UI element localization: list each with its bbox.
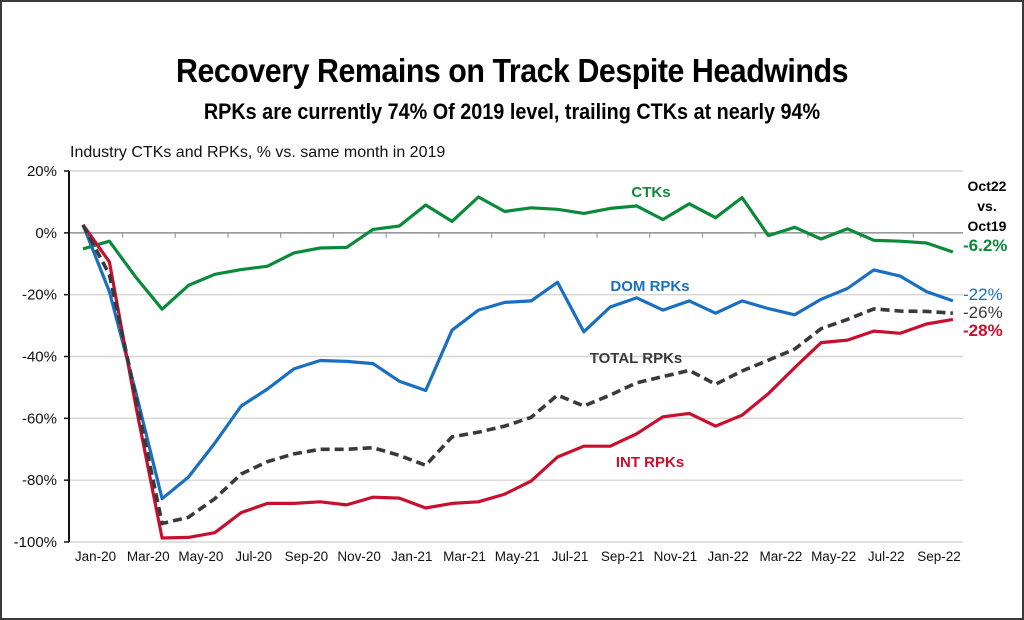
y-tick-label: -100% <box>14 534 57 551</box>
series-line-dom_rpks <box>81 224 954 501</box>
x-tick-label: May-20 <box>178 549 223 564</box>
x-tick-label: Sep-20 <box>285 549 329 564</box>
y-axis-ticks: 20% 0% -20% -40% -60% -80% -100% <box>14 163 57 551</box>
series-name-ctks: CTKs <box>631 184 670 201</box>
annotation-line-1: Oct22 <box>968 178 1007 194</box>
annotation-line-2: vs. <box>977 198 996 214</box>
series-lines <box>81 195 954 540</box>
x-tick-label: Mar-22 <box>759 549 802 564</box>
series-name-total_rpks: TOTAL RPKs <box>590 350 683 367</box>
x-tick-label: Jul-20 <box>235 549 272 564</box>
gridlines <box>64 170 963 543</box>
series-name-int_rpks: INT RPKs <box>616 454 684 471</box>
series-line-total_rpks <box>81 223 954 526</box>
y-axis-caption: Industry CTKs and RPKs, % vs. same month… <box>70 144 446 161</box>
x-tick-label: May-22 <box>811 549 856 564</box>
x-tick-label: Sep-22 <box>917 549 961 564</box>
y-tick-label: -80% <box>22 472 57 489</box>
annotation-line-3: Oct19 <box>968 218 1007 234</box>
y-tick-label: -60% <box>22 410 57 427</box>
y-tick-label: 0% <box>35 225 57 242</box>
x-tick-label: Jan-21 <box>391 549 432 564</box>
end-value-int_rpks: -28% <box>963 321 1003 340</box>
end-value-dom_rpks: -22% <box>963 285 1003 304</box>
end-annotation: Oct22 vs. Oct19 <box>968 178 1007 234</box>
x-tick-label: Mar-21 <box>443 549 486 564</box>
y-tick-label: 20% <box>27 163 57 180</box>
chart-subtitle: RPKs are currently 74% Of 2019 level, tr… <box>203 99 821 124</box>
x-tick-label: Jul-21 <box>552 549 589 564</box>
x-tick-label: Sep-21 <box>601 549 645 564</box>
y-tick-label: -40% <box>22 349 57 366</box>
x-tick-label: Nov-20 <box>337 549 381 564</box>
end-value-total_rpks: -26% <box>963 303 1003 322</box>
series-name-dom_rpks: DOM RPKs <box>610 278 689 295</box>
series-line-int_rpks <box>81 223 954 540</box>
x-tick-label: Jan-20 <box>75 549 116 564</box>
x-tick-label: Nov-21 <box>654 549 698 564</box>
series-labels: CTKs -6.2% DOM RPKs -22% TOTAL RPKs -26% INT R… <box>590 184 1008 471</box>
x-tick-label: May-21 <box>495 549 540 564</box>
x-tick-label: Jan-22 <box>707 549 748 564</box>
x-axis-ticks: Jan-20 Mar-20 May-20 Jul-20 Sep-20 Nov-20 Jan-… <box>75 549 961 564</box>
chart-title: Recovery Remains on Track Despite Headwi… <box>175 52 849 89</box>
y-tick-label: -20% <box>22 287 57 304</box>
x-tick-label: Mar-20 <box>127 549 170 564</box>
series-line-ctks <box>82 195 954 311</box>
end-value-ctks: -6.2% <box>963 236 1007 255</box>
x-tick-label: Jul-22 <box>868 549 905 564</box>
